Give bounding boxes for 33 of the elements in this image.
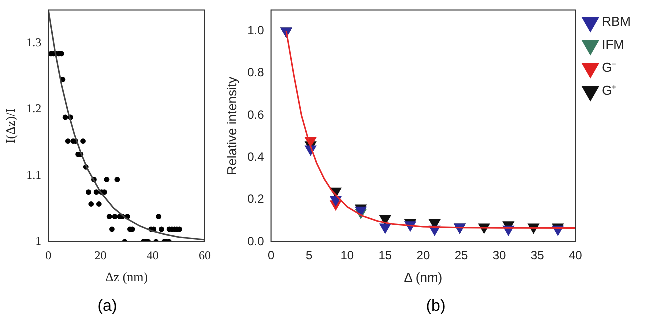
x-axis-title: Δ (nm) (404, 270, 443, 285)
legend-label: G⁺ (602, 83, 616, 98)
x-tick-label: 40 (568, 248, 583, 263)
y-tick-label: 1.2 (26, 102, 42, 116)
x-tick-label: 25 (454, 248, 468, 263)
y-axis-title: I(Δz)/I (3, 108, 18, 144)
x-tick-label: 35 (530, 248, 545, 263)
legend-label: G⁻ (602, 60, 616, 76)
y-tick-label: 0.0 (248, 234, 265, 248)
y-tick-label: 1.0 (248, 24, 265, 38)
y-axis-title: Relative intensity (224, 76, 240, 176)
y-tick-label: 0.6 (248, 108, 265, 122)
y-tick-label: 0.2 (248, 192, 265, 206)
y-tick-label: 1 (36, 234, 42, 248)
x-tick-label: 60 (199, 248, 211, 262)
legend-label: IFM (602, 37, 624, 52)
text: (a) (98, 298, 118, 316)
y-tick-label: 1.1 (26, 168, 42, 182)
x-tick-label: 30 (492, 248, 507, 263)
x-tick-label: 20 (94, 248, 107, 262)
y-tick-label: 0.8 (248, 66, 265, 80)
y-tick-label: 1.3 (26, 35, 42, 50)
legend-label: RBM (602, 14, 631, 30)
x-tick-label: 0 (46, 248, 52, 262)
x-axis-title: Δz (nm) (105, 270, 148, 285)
x-tick-label: 5 (306, 248, 313, 263)
text: (b) (426, 298, 446, 316)
x-tick-label: 40 (146, 248, 159, 262)
y-tick-label: 0.4 (248, 150, 265, 164)
x-tick-label: 20 (416, 248, 430, 263)
x-tick-label: 15 (378, 248, 392, 263)
x-tick-label: 0 (268, 248, 275, 263)
x-tick-label: 10 (340, 248, 354, 263)
